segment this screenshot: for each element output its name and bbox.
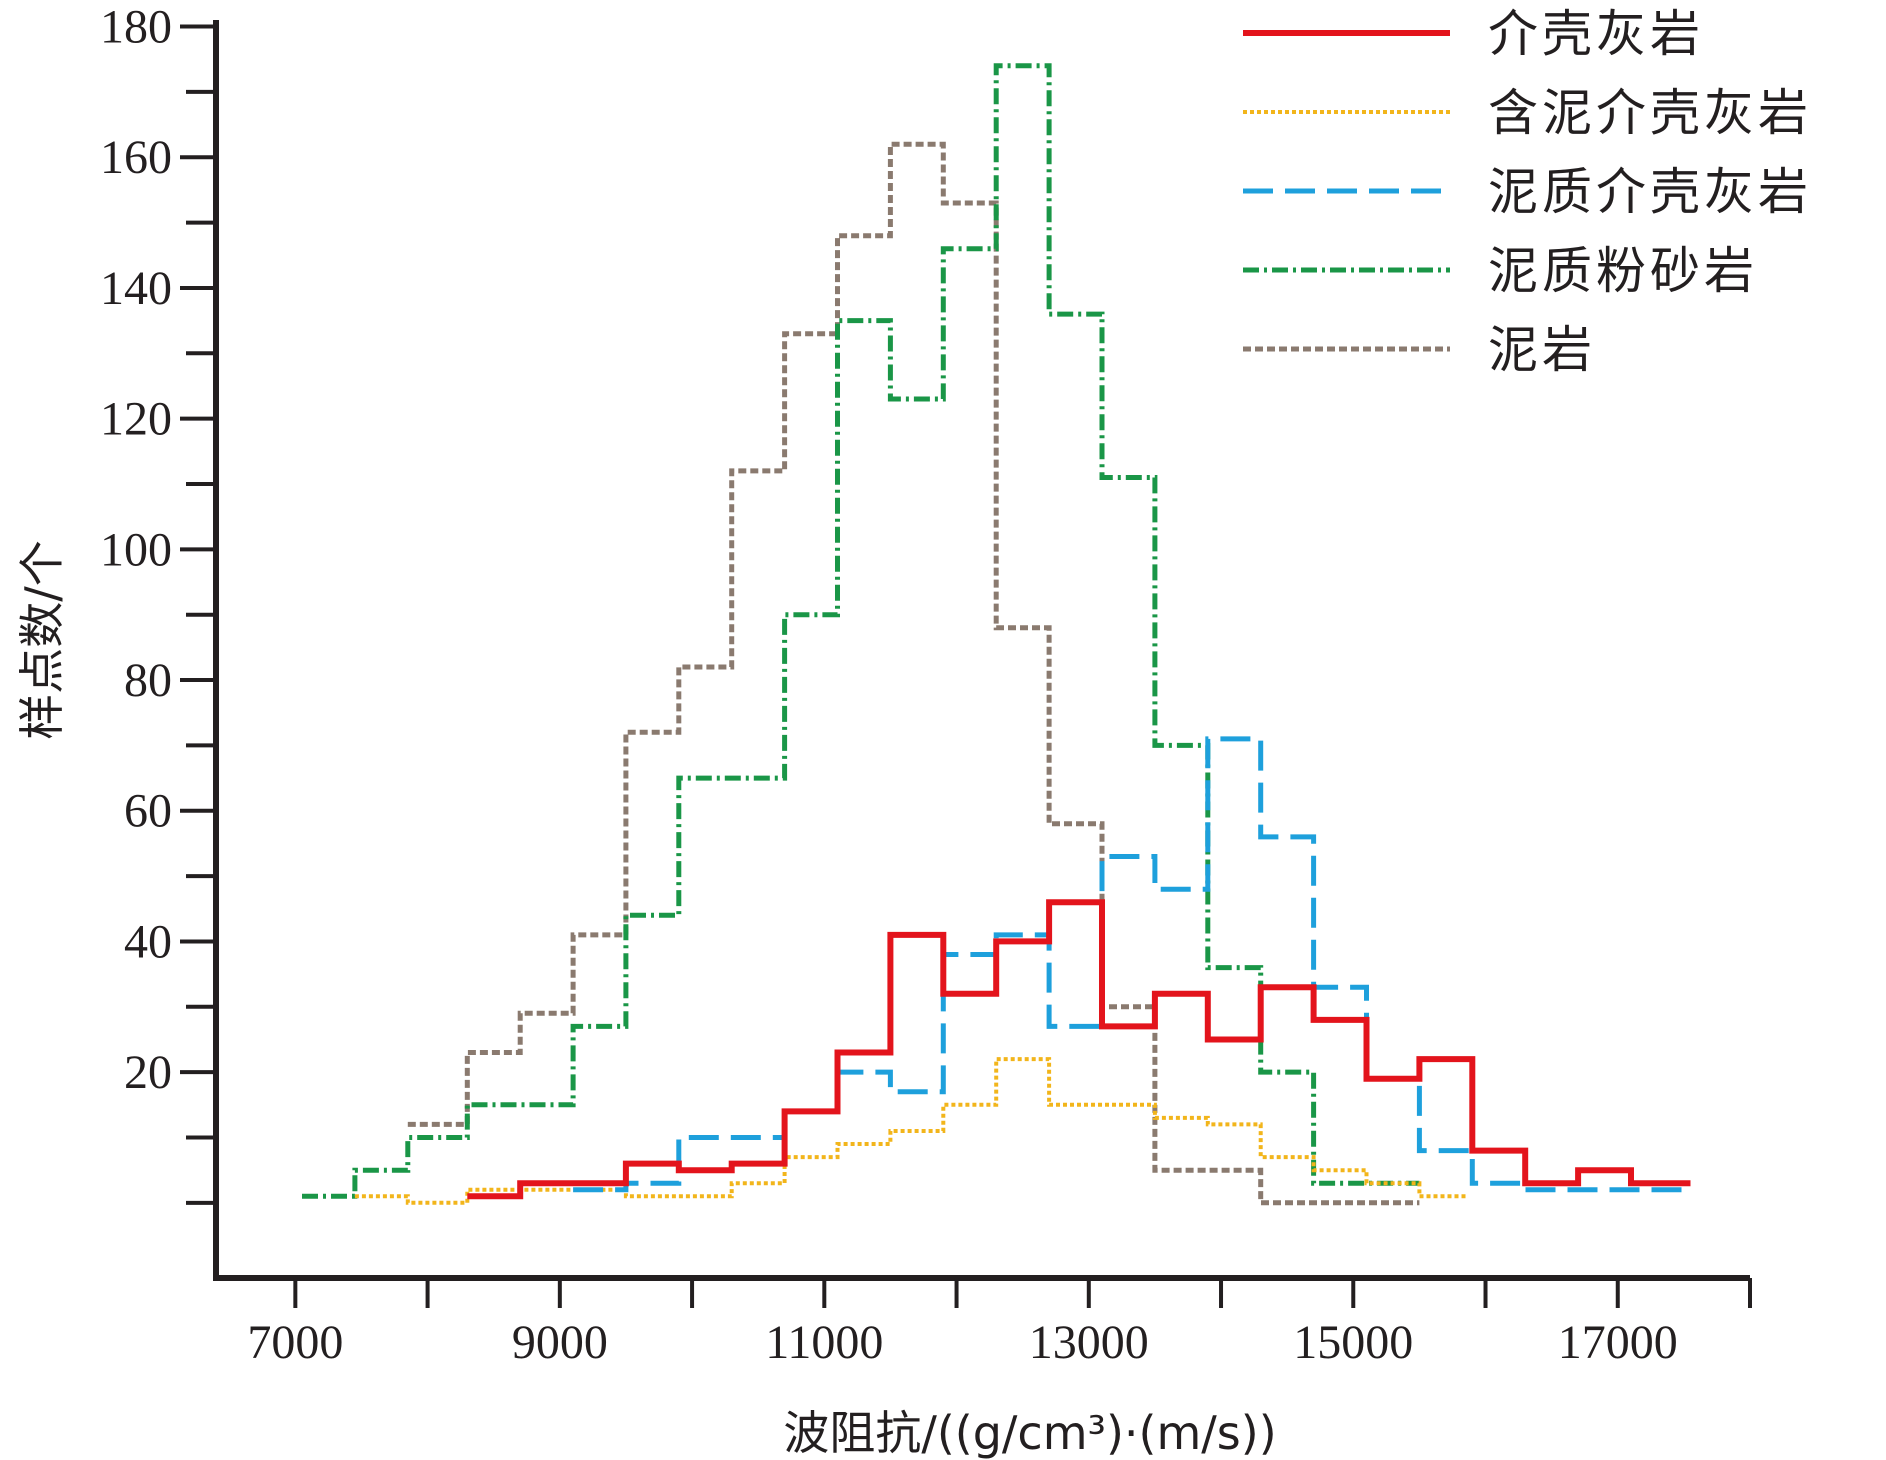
legend-label: 泥质粉砂岩: [1488, 242, 1758, 300]
x-tick-label: 17000: [1558, 1316, 1678, 1369]
y-tick-label: 160: [100, 131, 172, 184]
y-axis-title: 样点数/个: [15, 540, 69, 740]
x-axis-title: 波阻抗/((g/cm³)·(m/s)): [783, 1406, 1276, 1460]
y-tick-label: 40: [124, 915, 172, 968]
x-tick-label: 7000: [247, 1316, 343, 1369]
x-tick-label: 15000: [1293, 1316, 1413, 1369]
legend-label: 介壳灰岩: [1488, 5, 1704, 63]
x-tick-label: 11000: [765, 1316, 883, 1369]
y-tick-label: 120: [100, 393, 172, 446]
legend-label: 含泥介壳灰岩: [1488, 84, 1812, 142]
y-tick-label: 80: [124, 654, 172, 707]
y-tick-label: 100: [100, 523, 172, 576]
series-lines: [302, 63, 1691, 1206]
x-tick-label: 9000: [512, 1316, 608, 1369]
y-tick-label: 140: [100, 262, 172, 315]
series-line-2: [573, 736, 1691, 1193]
x-tick-label: 13000: [1029, 1316, 1149, 1369]
y-tick-label: 60: [124, 785, 172, 838]
axes: [213, 20, 1750, 1281]
legend-label: 泥岩: [1488, 321, 1596, 379]
y-tick-label: 20: [124, 1046, 172, 1099]
ticks: 20 40 60 80 100 120 140 160 180 7000 9000 11000 1300…: [100, 1, 1752, 1369]
series-line-0: [467, 899, 1691, 1200]
series-line-4: [407, 141, 1420, 1206]
y-tick-label: 180: [100, 1, 172, 54]
legend-label: 泥质介壳灰岩: [1488, 163, 1812, 221]
series-line-3: [302, 63, 1420, 1199]
